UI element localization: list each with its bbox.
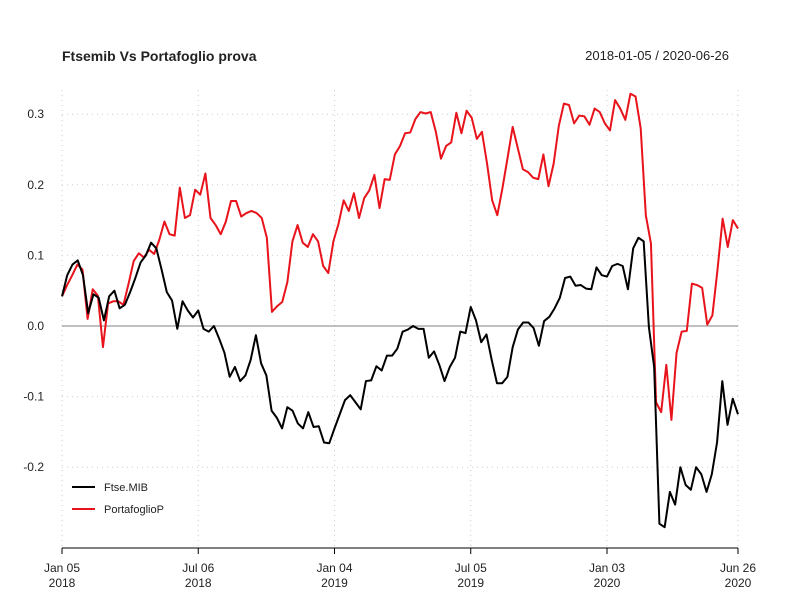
series-line-portafogliop [61,92,739,421]
y-tick-label: -0.1 [23,390,44,404]
x-tick-label: Jan 04 [316,561,352,575]
x-tick-label: Jun 26 [720,561,756,575]
x-tick-label: Jan 03 [589,561,625,575]
y-tick-label: 0.1 [27,248,44,262]
x-tick-label: Jan 05 [44,561,80,575]
legend: Ftse.MIB PortafoglioP [72,482,164,516]
series-line-ftse-mib [61,236,739,529]
x-tick-year-label: 2020 [725,576,752,590]
y-tick-label: 0.3 [27,107,44,121]
x-tick-label: Jul 06 [182,561,214,575]
series-layer [61,92,739,529]
x-tick-year-label: 2018 [185,576,212,590]
x-tick-year-label: 2018 [49,576,76,590]
chart-title: Ftsemib Vs Portafoglio prova [62,48,257,64]
y-tick-label: 0.0 [27,319,44,333]
x-tick-label: Jul 05 [455,561,487,575]
x-tick-year-label: 2020 [594,576,621,590]
legend-label-portafogliop: PortafoglioP [104,504,164,516]
y-tick-label: -0.2 [23,460,44,474]
y-tick-label: 0.2 [27,178,44,192]
date-range-label: 2018-01-05 / 2020-06-26 [585,48,729,63]
legend-label-ftse-mib: Ftse.MIB [104,482,148,494]
x-tick-year-label: 2019 [457,576,484,590]
x-tick-year-label: 2019 [321,576,348,590]
